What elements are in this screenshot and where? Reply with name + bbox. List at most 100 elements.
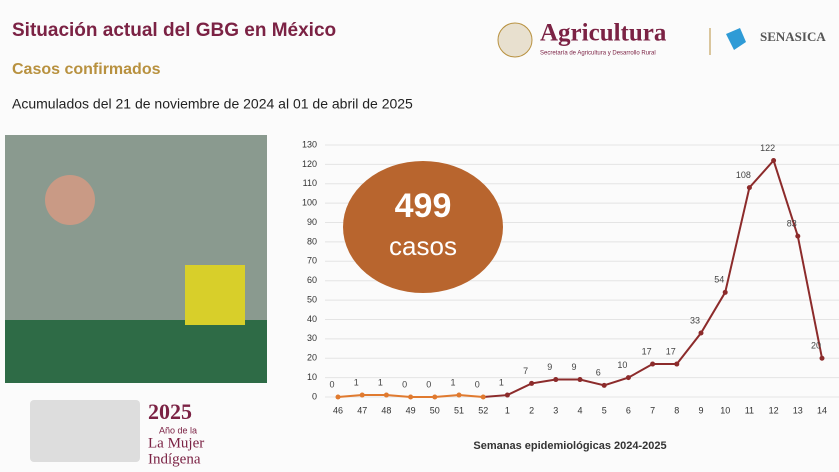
y-tick-label: 60 (307, 275, 317, 285)
point (383, 392, 389, 398)
point (698, 330, 704, 336)
x-tick-label: 14 (817, 405, 827, 415)
x-tick-label: 48 (381, 405, 391, 415)
series-line (506, 158, 823, 396)
point (359, 392, 365, 398)
summary-label: casos (389, 231, 457, 261)
y-tick-label: 130 (302, 139, 317, 149)
point (746, 185, 752, 191)
data-label: 108 (736, 170, 751, 180)
point (529, 380, 535, 386)
data-label: 0 (402, 379, 407, 389)
point (480, 394, 486, 400)
y-tick-label: 20 (307, 353, 317, 363)
subtitle: Casos confirmados (12, 61, 161, 78)
point (795, 233, 801, 239)
data-label: 20 (811, 341, 821, 351)
data-label: 33 (690, 315, 700, 325)
x-tick-label: 7 (650, 405, 655, 415)
data-label: 9 (547, 362, 552, 372)
point (674, 361, 680, 367)
x-axis-label: Semanas epidemiológicas 2024-2025 (473, 440, 666, 452)
x-tick-label: 13 (793, 405, 803, 415)
x-tick-label: 10 (720, 405, 730, 415)
x-tick-label: 9 (698, 405, 703, 415)
y-tick-label: 40 (307, 314, 317, 324)
point (432, 394, 438, 400)
point (625, 375, 631, 381)
data-label: 9 (571, 362, 576, 372)
data-label: 54 (714, 275, 724, 285)
photo-person (45, 175, 95, 225)
x-tick-label: 49 (406, 405, 416, 415)
x-tick-label: 51 (454, 405, 464, 415)
y-tick-label: 90 (307, 217, 317, 227)
x-tick-label: 2 (529, 405, 534, 415)
y-tick-label: 70 (307, 256, 317, 266)
point (722, 289, 728, 295)
point (553, 377, 559, 383)
data-label: 83 (787, 218, 797, 228)
x-tick-label: 4 (577, 405, 582, 415)
point (408, 394, 414, 400)
footer-line: Año de la (159, 425, 197, 435)
logo-subtitle: Secretaría de Agricultura y Desarrollo R… (540, 51, 656, 57)
x-tick-label: 46 (333, 405, 343, 415)
data-label: 0 (329, 379, 334, 389)
y-tick-label: 80 (307, 236, 317, 246)
point (819, 355, 825, 361)
senasica-icon (726, 28, 746, 50)
data-label: 122 (760, 143, 775, 153)
point (504, 392, 510, 398)
point (771, 158, 777, 164)
agency: SENASICA (760, 29, 826, 44)
y-tick-label: 50 (307, 294, 317, 304)
photo-table (5, 320, 267, 383)
data-label: 1 (378, 377, 383, 387)
seal (497, 22, 533, 58)
x-tick-label: 1 (505, 405, 510, 415)
y-tick-label: 30 (307, 333, 317, 343)
data-label: 1 (450, 377, 455, 387)
data-label: 7 (523, 366, 528, 376)
date-range: Acumulados del 21 de noviembre de 2024 a… (12, 96, 413, 112)
point (650, 361, 656, 367)
summary-bubble (343, 161, 503, 293)
data-label: 1 (499, 377, 504, 387)
footer-line: La Mujer (148, 435, 204, 451)
x-tick-label: 6 (626, 405, 631, 415)
connector (483, 394, 508, 398)
x-tick-label: 5 (602, 405, 607, 415)
x-tick-label: 8 (674, 405, 679, 415)
data-label: 0 (475, 379, 480, 389)
x-tick-label: 47 (357, 405, 367, 415)
y-tick-label: 110 (303, 178, 317, 188)
point (335, 394, 341, 400)
point (456, 392, 462, 398)
x-tick-label: 52 (478, 405, 488, 415)
x-tick-label: 12 (769, 405, 779, 415)
x-tick-label: 3 (553, 405, 558, 415)
y-tick-label: 100 (302, 198, 317, 208)
point (601, 382, 607, 388)
data-label: 17 (642, 346, 652, 356)
y-tick-label: 120 (302, 159, 317, 169)
data-label: 17 (666, 346, 676, 356)
logo-name: Agricultura (540, 20, 667, 47)
photo-bottles (185, 265, 245, 325)
title: Situación actual del GBG en México (12, 20, 336, 41)
footer-year: 2025 (148, 399, 192, 424)
data-label: 0 (426, 379, 431, 389)
x-tick-label: 11 (745, 405, 754, 415)
summary-count: 499 (395, 187, 452, 225)
footer-figures (30, 400, 140, 462)
point (577, 377, 583, 383)
y-tick-label: 10 (307, 372, 317, 382)
y-tick-label: 0 (312, 391, 317, 401)
data-label: 6 (596, 368, 601, 378)
x-tick-label: 50 (430, 405, 440, 415)
data-label: 10 (617, 360, 627, 370)
data-label: 1 (354, 377, 359, 387)
footer-line: Indígena (148, 451, 201, 467)
